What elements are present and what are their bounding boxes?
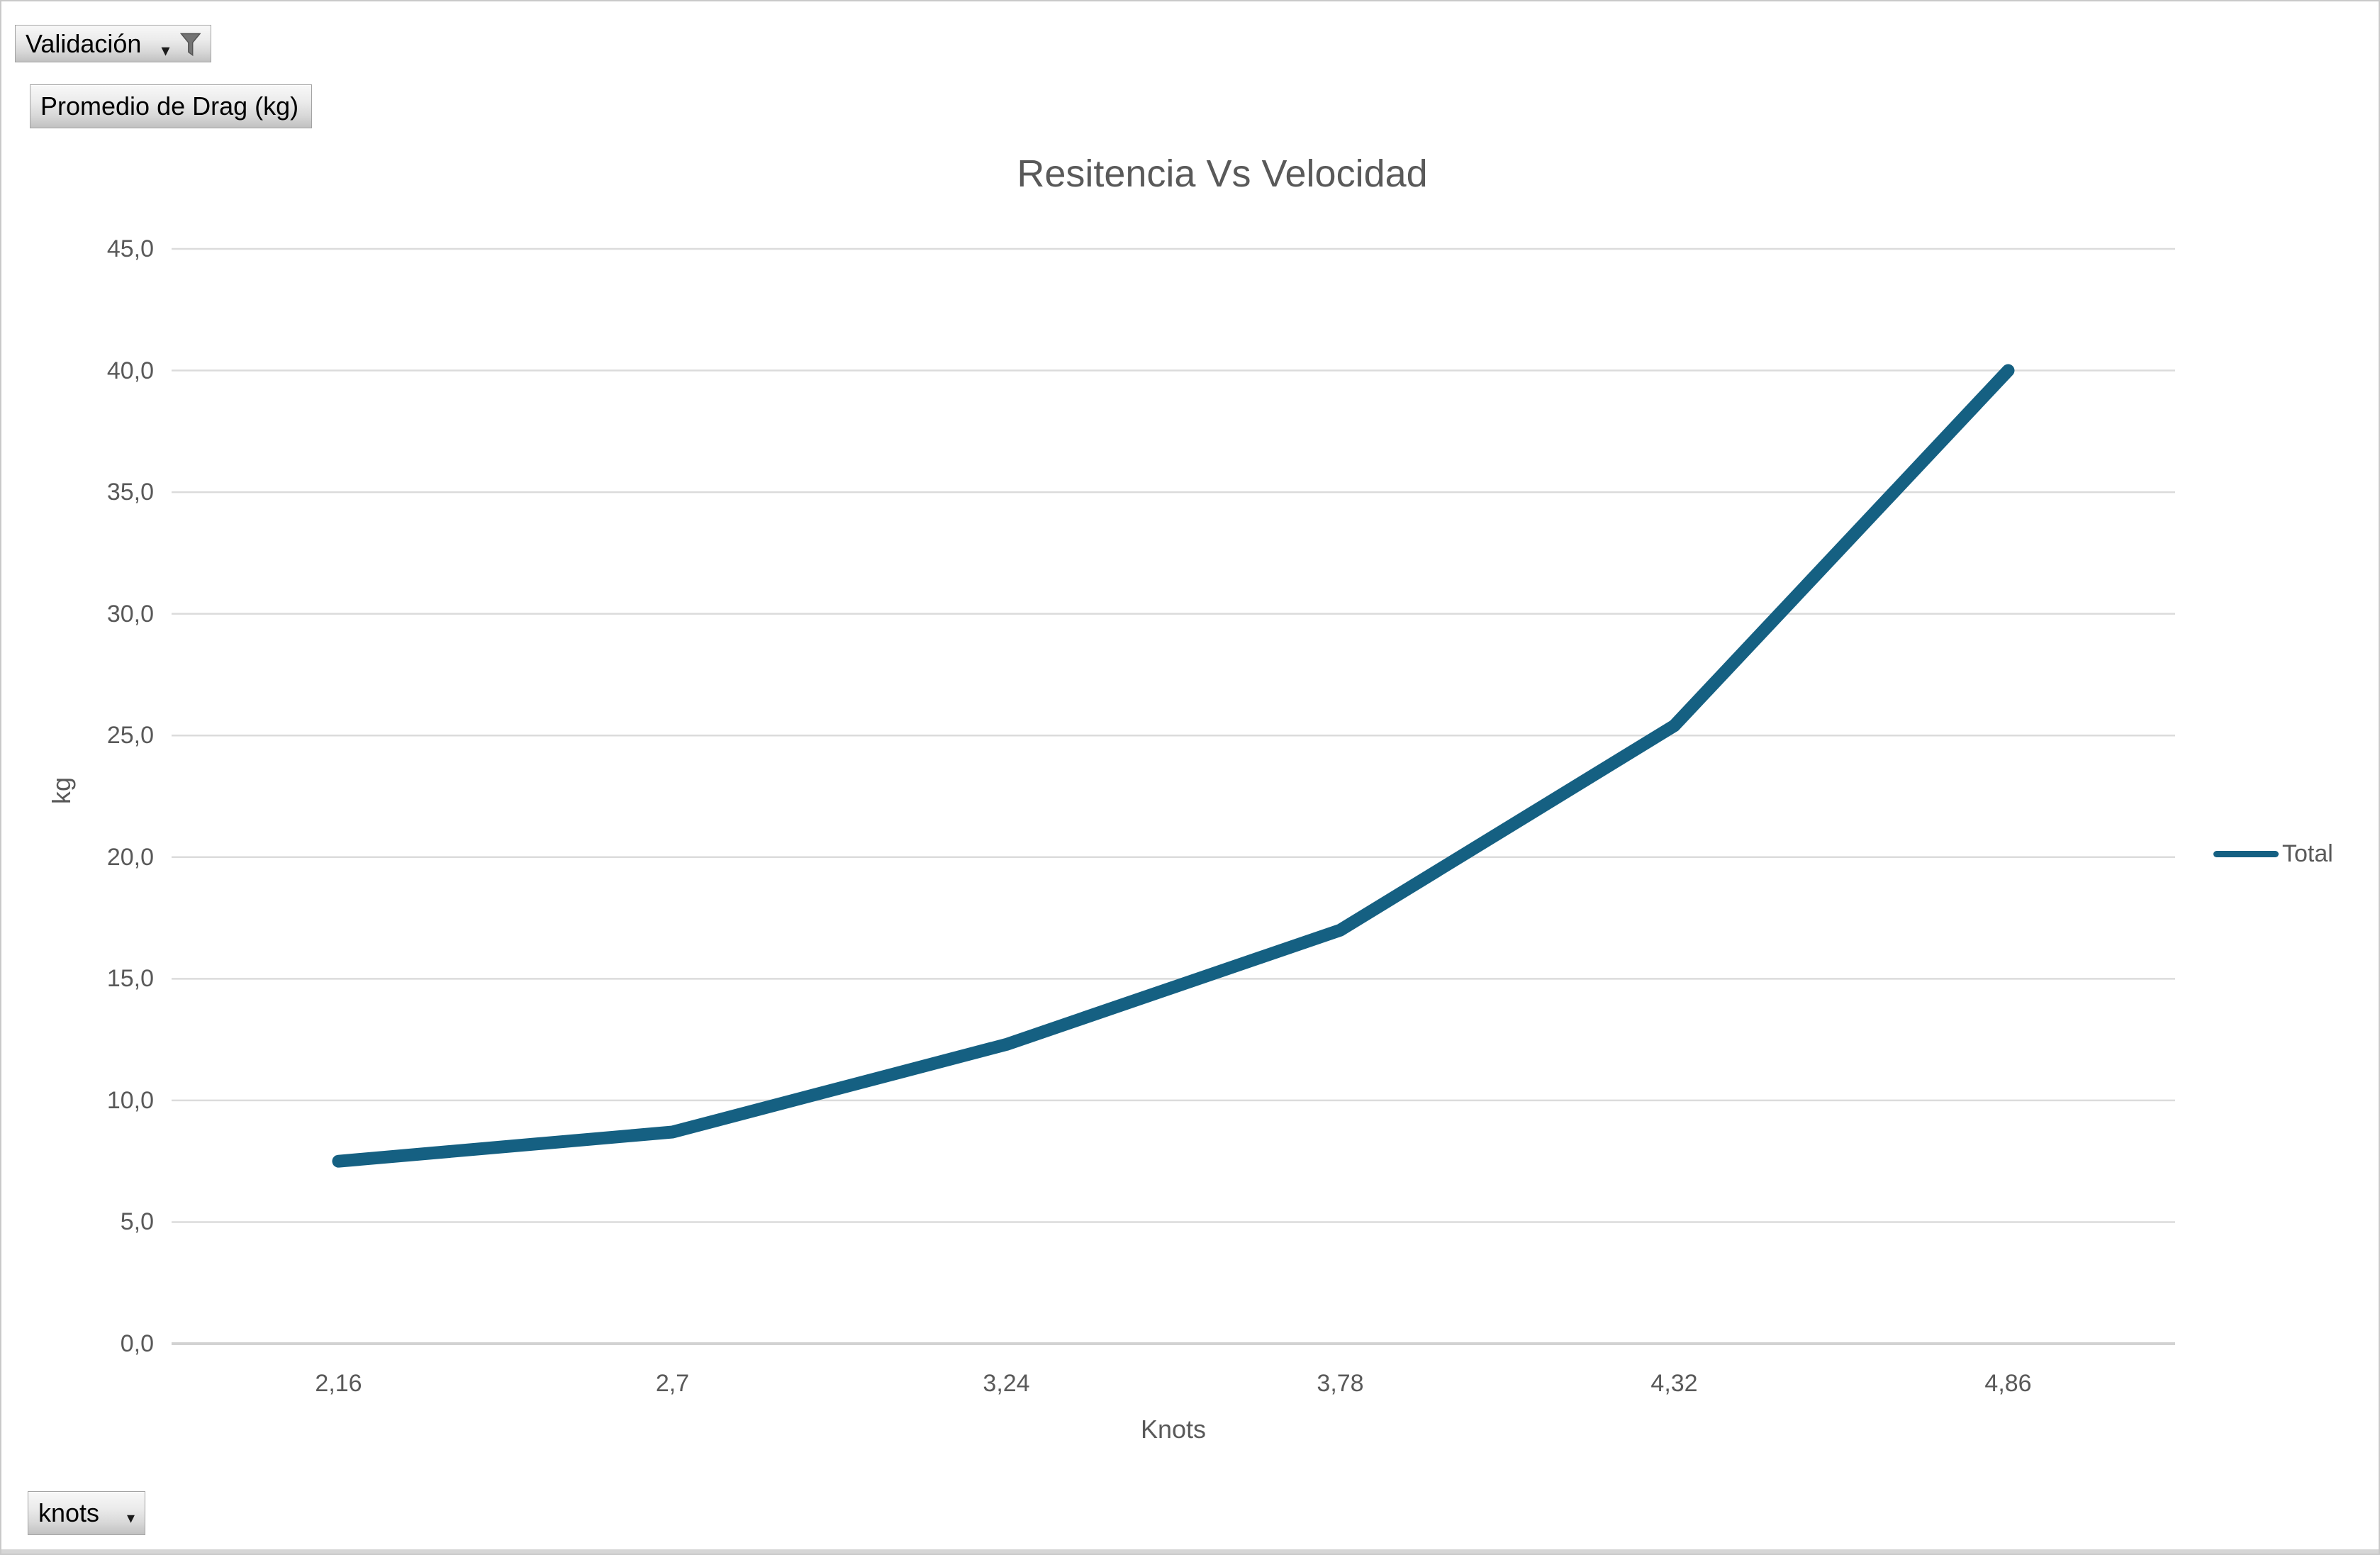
legend: Total [2213,839,2333,869]
y-tick-label: 10,0 [106,1086,154,1114]
legend-line-key-icon [2213,850,2279,857]
y-tick-label: 30,0 [106,600,154,628]
promedio-button-label: Promedio de Drag (kg) [40,91,299,121]
x-tick-label: 3,24 [983,1370,1030,1397]
validacion-button-label: Validación [26,28,142,58]
x-tick-label: 4,86 [1984,1370,2032,1397]
y-axis-title: kg [47,776,76,805]
validacion-filter-button[interactable]: Validación ▾ [15,25,211,62]
y-tick-label: 25,0 [106,722,154,749]
dropdown-arrow-icon: ▾ [161,40,170,60]
y-tick-label: 5,0 [120,1208,154,1236]
y-tick-label: 45,0 [106,235,154,262]
promedio-de-drag-field-button[interactable]: Promedio de Drag (kg) [30,84,312,128]
legend-series-label: Total [2282,840,2333,867]
knots-button-label: knots [38,1498,100,1527]
x-tick-label: 4,32 [1650,1370,1698,1397]
y-tick-label: 0,0 [120,1330,154,1357]
knots-field-button[interactable]: knots ▾ [28,1491,145,1535]
y-tick-label: 35,0 [106,479,154,506]
x-axis-title: Knots [1140,1415,1207,1444]
filter-funnel-icon [179,33,201,56]
y-tick-label: 15,0 [106,965,154,993]
chart-title: Resitencia Vs Velocidad [1017,152,1428,195]
series-line-total [332,364,2015,1168]
x-tick-label: 3,78 [1317,1370,1364,1397]
y-tick-label: 40,0 [106,357,154,384]
x-tick-label: 2,16 [315,1370,362,1397]
x-tick-label: 2,7 [655,1370,690,1397]
y-tick-label: 20,0 [106,843,154,871]
dropdown-arrow-icon: ▾ [126,1509,135,1527]
sheet-edge-strip [1,1549,2379,1554]
